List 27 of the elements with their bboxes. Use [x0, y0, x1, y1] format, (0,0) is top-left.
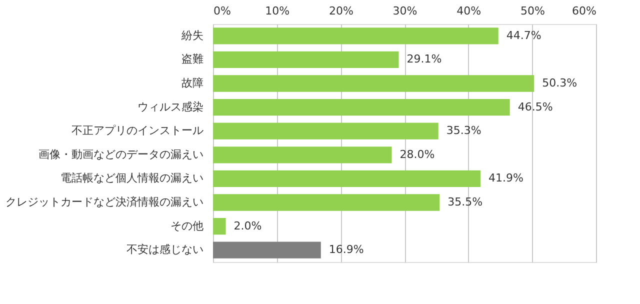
y-tick-label: 故障: [182, 76, 204, 90]
data-label: 35.5%: [448, 196, 483, 208]
data-label: 2.0%: [234, 219, 262, 232]
data-label: 50.3%: [542, 76, 578, 90]
y-tick-label: クレジットカードなど決済情報の漏えい: [6, 196, 204, 208]
x-tick-label: 10%: [265, 4, 290, 18]
y-tick-label: ウィルス感染: [138, 100, 204, 114]
y-tick-label: 画像・動画などのデータの漏えい: [38, 148, 204, 161]
data-label: 46.5%: [518, 100, 553, 114]
data-label: 35.3%: [446, 124, 482, 138]
x-tick-label: 50%: [520, 4, 545, 18]
y-tick-label: その他: [170, 219, 204, 232]
x-tick-label: 20%: [328, 4, 354, 18]
x-tick-label: 30%: [392, 4, 418, 18]
data-label: 29.1%: [406, 52, 442, 66]
y-tick-label: 不正アプリのインストール: [72, 124, 204, 138]
data-label: 28.0%: [400, 148, 435, 161]
data-label: 41.9%: [488, 172, 524, 185]
x-tick-label: 60%: [572, 4, 596, 18]
x-tick-label: 0%: [214, 4, 231, 18]
y-tick-label: 盗難: [182, 52, 204, 66]
y-tick-label: 電話帳など個人情報の漏えい: [60, 172, 204, 185]
y-tick-label: 不安は感じない: [126, 243, 204, 256]
x-tick-label: 40%: [456, 4, 482, 18]
y-tick-label: 紛失: [180, 28, 204, 42]
data-label: 44.7%: [506, 28, 542, 42]
data-label: 16.9%: [328, 243, 364, 256]
